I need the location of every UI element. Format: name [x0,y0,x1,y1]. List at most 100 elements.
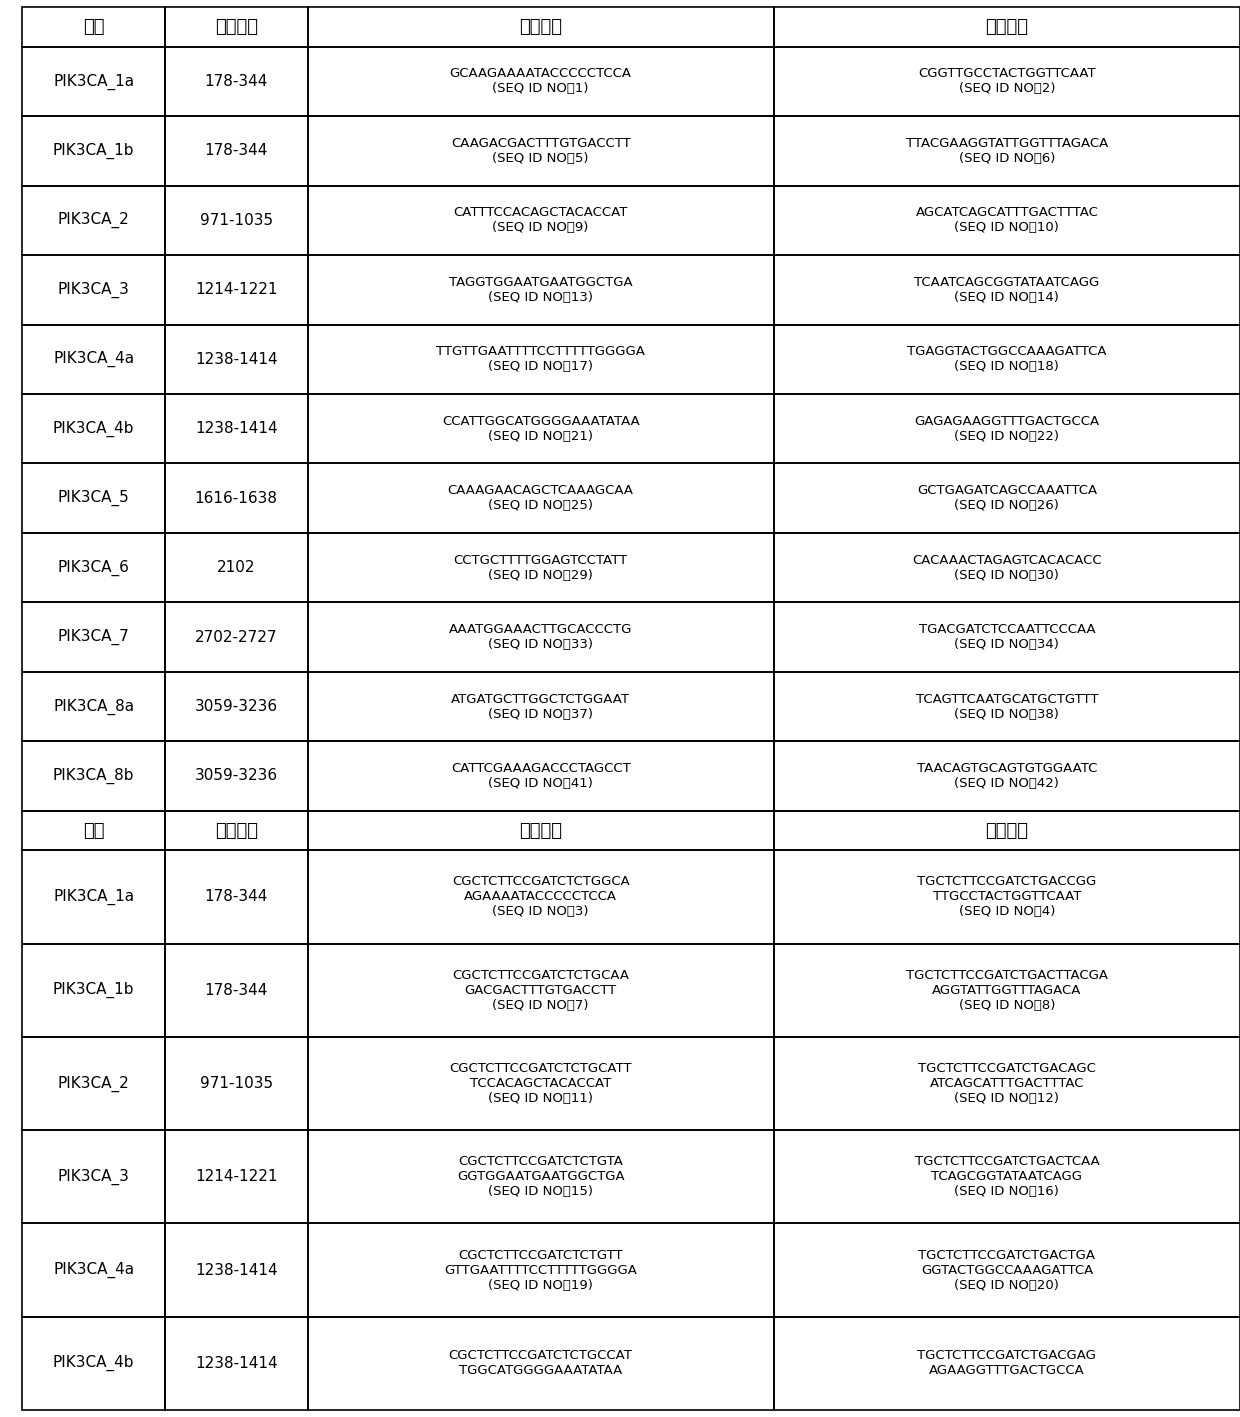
Bar [308,1316,774,1410]
Bar [774,463,1240,533]
Text: PIK3CA_8a: PIK3CA_8a [53,699,134,714]
Bar [308,324,774,394]
Bar [308,394,774,463]
Bar [22,1131,165,1223]
Text: AAATGGAAACTTGCACCCTG
(SEQ ID NO：33): AAATGGAAACTTGCACCCTG (SEQ ID NO：33) [449,623,632,650]
Bar [308,47,774,116]
Bar [774,944,1240,1037]
Text: 178-344: 178-344 [205,74,268,89]
Text: TGACGATCTCCAATTCCCAA
(SEQ ID NO：34): TGACGATCTCCAATTCCCAA (SEQ ID NO：34) [919,623,1095,650]
Text: 971-1035: 971-1035 [200,213,273,228]
Text: 序号: 序号 [83,822,104,839]
Bar [165,255,308,324]
Text: CATTCGAAAGACCCTAGCCT
(SEQ ID NO：41): CATTCGAAAGACCCTAGCCT (SEQ ID NO：41) [451,762,630,789]
Bar [165,1037,308,1131]
Bar [22,186,165,255]
Bar [22,533,165,602]
Text: PIK3CA_4b: PIK3CA_4b [53,421,134,436]
Bar [22,324,165,394]
Text: TGCTCTTCCGATCTGACTGA
GGTACTGGCCAAAGATTCA
(SEQ ID NO：20): TGCTCTTCCGATCTGACTGA GGTACTGGCCAAAGATTCA… [919,1248,1095,1291]
Bar [774,1037,1240,1131]
Text: 1238-1414: 1238-1414 [195,1263,278,1278]
Text: 971-1035: 971-1035 [200,1076,273,1091]
Text: TCAATCAGCGGTATAATCAGG
(SEQ ID NO：14): TCAATCAGCGGTATAATCAGG (SEQ ID NO：14) [914,276,1100,303]
Bar [165,394,308,463]
Bar [165,324,308,394]
Bar [22,1223,165,1316]
Text: ATGATGCTTGGCTCTGGAAT
(SEQ ID NO：37): ATGATGCTTGGCTCTGGAAT (SEQ ID NO：37) [451,693,630,720]
Text: 突变位点: 突变位点 [215,18,258,35]
Bar [165,1131,308,1223]
Bar [165,811,308,850]
Bar [22,741,165,811]
Text: PIK3CA_1a: PIK3CA_1a [53,74,134,89]
Text: 1616-1638: 1616-1638 [195,490,278,506]
Bar [165,47,308,116]
Bar [774,324,1240,394]
Text: GAGAGAAGGTTTGACTGCCA
(SEQ ID NO：22): GAGAGAAGGTTTGACTGCCA (SEQ ID NO：22) [914,415,1100,442]
Bar [774,1131,1240,1223]
Bar [308,1037,774,1131]
Bar [165,116,308,186]
Text: TGCTCTTCCGATCTGACTCAA
TCAGCGGTATAATCAGG
(SEQ ID NO：16): TGCTCTTCCGATCTGACTCAA TCAGCGGTATAATCAGG … [915,1155,1099,1199]
Text: PIK3CA_7: PIK3CA_7 [58,629,129,645]
Text: 3059-3236: 3059-3236 [195,699,278,714]
Bar [22,255,165,324]
Bar [308,602,774,672]
Text: TGCTCTTCCGATCTGACTTACGA
AGGTATTGGTTTAGACA
(SEQ ID NO：8): TGCTCTTCCGATCTGACTTACGA AGGTATTGGTTTAGAC… [906,969,1107,1012]
Text: CACAAACTAGAGTCACACACC
(SEQ ID NO：30): CACAAACTAGAGTCACACACC (SEQ ID NO：30) [913,554,1101,581]
Bar [22,463,165,533]
Bar [774,1316,1240,1410]
Text: 2102: 2102 [217,560,255,575]
Text: 2702-2727: 2702-2727 [195,629,278,645]
Text: 178-344: 178-344 [205,890,268,904]
Bar [22,1316,165,1410]
Bar [165,533,308,602]
Text: CGCTCTTCCGATCTCTGTT
GTTGAATTTTCCTTTTTGGGGA
(SEQ ID NO：19): CGCTCTTCCGATCTCTGTT GTTGAATTTTCCTTTTTGGG… [444,1248,637,1291]
Bar [165,741,308,811]
Text: TTACGAAGGTATTGGTTTAGACA
(SEQ ID NO：6): TTACGAAGGTATTGGTTTAGACA (SEQ ID NO：6) [905,137,1109,164]
Bar [774,255,1240,324]
Text: PIK3CA_4a: PIK3CA_4a [53,351,134,367]
Bar [308,811,774,850]
Bar [165,186,308,255]
Text: PIK3CA_4b: PIK3CA_4b [53,1355,134,1372]
Text: AGCATCAGCATTTGACTTTAC
(SEQ ID NO：10): AGCATCAGCATTTGACTTTAC (SEQ ID NO：10) [915,207,1099,234]
Text: TGAGGTACTGGCCAAAGATTCA
(SEQ ID NO：18): TGAGGTACTGGCCAAAGATTCA (SEQ ID NO：18) [908,346,1106,373]
Bar [774,47,1240,116]
Bar [774,811,1240,850]
Text: GCAAGAAAATACCCCCTCCA
(SEQ ID NO：1): GCAAGAAAATACCCCCTCCA (SEQ ID NO：1) [450,68,631,95]
Text: PIK3CA_3: PIK3CA_3 [58,282,129,298]
Bar [22,116,165,186]
Text: GCTGAGATCAGCCAAATTCA
(SEQ ID NO：26): GCTGAGATCAGCCAAATTCA (SEQ ID NO：26) [916,485,1097,512]
Text: PIK3CA_6: PIK3CA_6 [58,560,129,575]
Bar [774,186,1240,255]
Bar [308,944,774,1037]
Bar [308,533,774,602]
Bar [308,741,774,811]
Bar [774,533,1240,602]
Bar [308,116,774,186]
Bar [165,850,308,944]
Text: CCATTGGCATGGGGAAATATAA
(SEQ ID NO：21): CCATTGGCATGGGGAAATATAA (SEQ ID NO：21) [441,415,640,442]
Text: CAAGACGACTTTGTGACCTT
(SEQ ID NO：5): CAAGACGACTTTGTGACCTT (SEQ ID NO：5) [451,137,630,164]
Text: CGGTTGCCTACTGGTTCAAT
(SEQ ID NO：2): CGGTTGCCTACTGGTTCAAT (SEQ ID NO：2) [918,68,1096,95]
Bar [308,672,774,741]
Text: 1238-1414: 1238-1414 [195,1356,278,1370]
Text: PIK3CA_1a: PIK3CA_1a [53,888,134,905]
Text: 正向引物: 正向引物 [520,18,562,35]
Text: CGCTCTTCCGATCTCTGGCA
AGAAAATACCCCCTCCA
(SEQ ID NO：3): CGCTCTTCCGATCTCTGGCA AGAAAATACCCCCTCCA (… [451,876,630,918]
Text: 突变位点: 突变位点 [215,822,258,839]
Bar [774,1223,1240,1316]
Text: 3059-3236: 3059-3236 [195,768,278,784]
Bar [165,7,308,47]
Text: TAGGTGGAATGAATGGCTGA
(SEQ ID NO：13): TAGGTGGAATGAATGGCTGA (SEQ ID NO：13) [449,276,632,303]
Bar [308,7,774,47]
Text: 1214-1221: 1214-1221 [195,282,278,298]
Bar [774,741,1240,811]
Text: 反向探针: 反向探针 [986,822,1028,839]
Bar [308,1223,774,1316]
Text: 正向探针: 正向探针 [520,822,562,839]
Text: CGCTCTTCCGATCTCTGCAA
GACGACTTTGTGACCTT
(SEQ ID NO：7): CGCTCTTCCGATCTCTGCAA GACGACTTTGTGACCTT (… [453,969,629,1012]
Bar [774,116,1240,186]
